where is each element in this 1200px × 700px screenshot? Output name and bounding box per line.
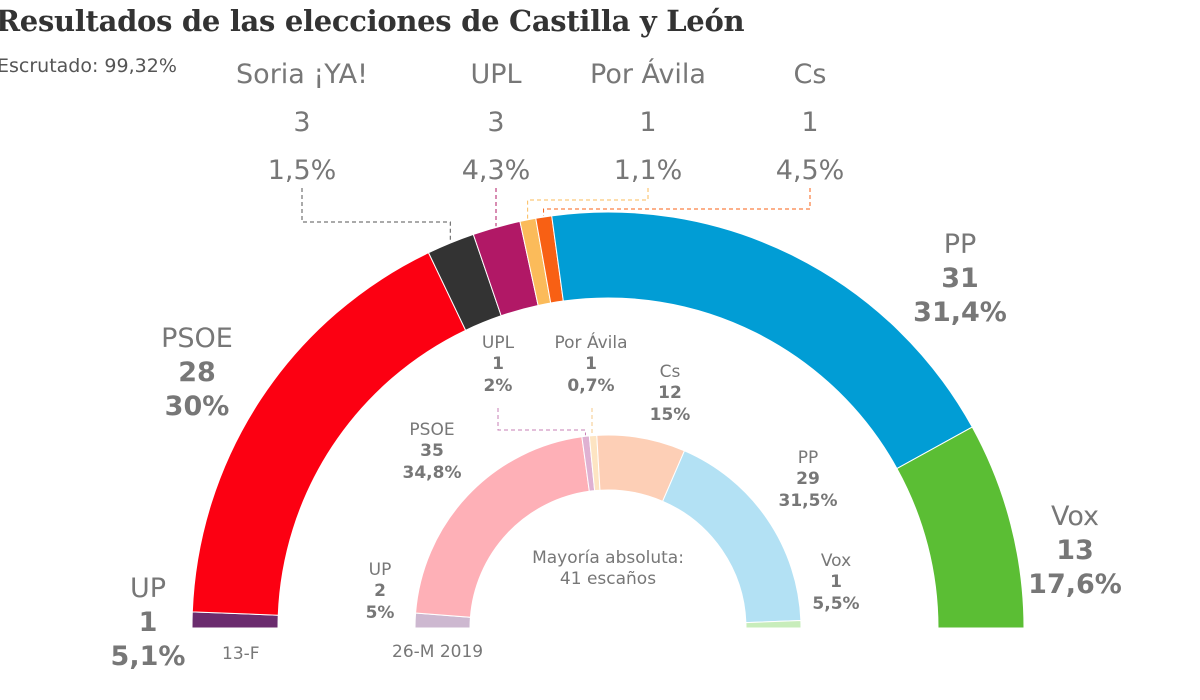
label-13f-soria-ya: Soria ¡YA! 3 1,5% [236, 58, 368, 187]
leader-26m-upl [497, 408, 586, 436]
party-pct: 31,5% [778, 490, 838, 511]
label-13f-up: UP 1 5,1% [111, 572, 186, 673]
party-seats: 1 [801, 106, 819, 138]
party-seats: 28 [178, 356, 216, 388]
party-seats: 29 [796, 469, 820, 490]
label-26m-psoe: PSOE 35 34,8% [403, 420, 462, 484]
party-pct: 1,1% [613, 154, 683, 186]
label-26m-pp: PP 29 31,5% [779, 448, 838, 512]
party-seats: 1 [492, 354, 504, 375]
majority-note-line1: Mayoría absoluta: [532, 548, 684, 568]
party-pct: 31,4% [913, 296, 1007, 328]
party-pct: 4,3% [461, 154, 531, 186]
inner-chart-label: 26-M 2019 [392, 642, 484, 662]
arc-13f-vox [896, 426, 1025, 629]
scrutiny-status: Escrutado: 99,32% [0, 55, 177, 77]
label-26m-vox: Vox 1 5,5% [812, 551, 859, 615]
party-pct: 34,8% [402, 462, 462, 483]
party-seats: 2 [374, 581, 386, 602]
arc-26m-vox [745, 619, 802, 629]
party-name: PSOE [161, 323, 233, 354]
majority-note: Mayoría absoluta: 41 escaños [532, 548, 684, 591]
party-name: Vox [1050, 501, 1100, 532]
label-13f-upl: UPL 3 4,3% [462, 58, 531, 187]
label-26m-up: UP 2 5% [366, 560, 395, 624]
party-seats: 31 [941, 262, 979, 294]
majority-note-line2: 41 escaños [559, 569, 657, 590]
party-name: Vox [820, 551, 852, 571]
party-name: Cs [659, 362, 681, 382]
party-name: Soria ¡YA! [236, 59, 368, 90]
label-13f-vox: Vox 13 17,6% [1028, 500, 1122, 601]
party-seats: 12 [658, 383, 682, 404]
party-pct: 5,1% [110, 640, 186, 672]
party-pct: 1,5% [267, 154, 337, 186]
party-seats: 1 [830, 572, 842, 593]
party-pct: 30% [164, 390, 230, 422]
leader-13f-cs [543, 188, 811, 217]
chart-title: Resultados de las elecciones de Castilla… [0, 4, 745, 38]
party-name: UPL [470, 59, 522, 90]
party-seats: 35 [420, 441, 444, 462]
party-pct: 15% [649, 404, 691, 425]
party-pct: 0,7% [567, 375, 615, 396]
party-seats: 1 [639, 106, 657, 138]
label-26m-upl: UPL 1 2% [482, 333, 514, 397]
leader-13f-soria-ya [301, 188, 451, 242]
party-pct: 4,5% [775, 154, 845, 186]
party-name: PP [797, 448, 819, 468]
party-seats: 3 [293, 106, 311, 138]
party-name: PP [943, 229, 977, 260]
party-name: Cs [793, 59, 827, 90]
party-seats: 1 [585, 354, 597, 375]
outer-chart-label: 13-F [222, 644, 260, 664]
party-name: UP [368, 560, 392, 580]
party-seats: 3 [487, 106, 505, 138]
party-name: Por Ávila [590, 59, 706, 90]
label-13f-psoe: PSOE 28 30% [161, 322, 233, 423]
party-pct: 5% [365, 602, 395, 623]
party-pct: 17,6% [1028, 568, 1122, 600]
label-13f-por-avila: Por Ávila 1 1,1% [590, 58, 706, 187]
label-26m-por-avila: Por Ávila 1 0,7% [555, 333, 628, 397]
party-name: PSOE [409, 420, 455, 440]
label-13f-cs: Cs 1 4,5% [776, 58, 845, 187]
party-pct: 5,5% [812, 593, 860, 614]
party-name: UP [129, 573, 167, 604]
party-name: Por Ávila [554, 333, 628, 353]
party-seats: 1 [138, 606, 158, 638]
party-name: UPL [481, 333, 515, 353]
leader-13f-por-avila [527, 188, 649, 219]
label-13f-pp: PP 31 31,4% [913, 228, 1007, 329]
party-seats: 13 [1056, 534, 1094, 566]
label-26m-cs: Cs 12 15% [650, 362, 691, 426]
party-pct: 2% [483, 375, 513, 396]
